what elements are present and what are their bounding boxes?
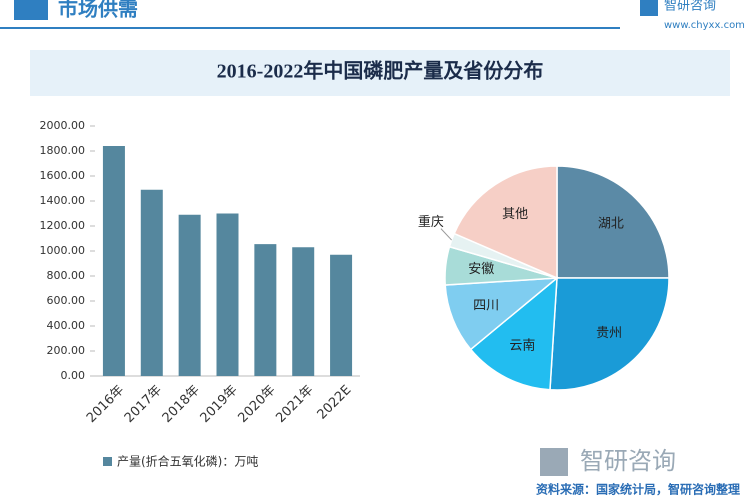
y-tick-label: 400.00 — [47, 319, 86, 332]
pie-slice — [453, 165, 558, 280]
y-tick-label: 1200.00 — [40, 219, 86, 232]
pie-label: 四川 — [473, 299, 499, 314]
pie-label: 云南 — [509, 337, 535, 353]
bar — [102, 146, 125, 376]
logo-icon — [640, 0, 658, 16]
legend-swatch — [103, 457, 112, 466]
source: 资料来源：国家统计局，智研咨询整理 — [536, 482, 740, 497]
bar — [330, 254, 353, 376]
pie-slice — [469, 276, 558, 391]
leader-line — [440, 228, 452, 241]
y-tick-label: 600.00 — [47, 294, 86, 307]
logo-text: 智研咨询 — [664, 0, 716, 14]
y-tick-label: 2000.00 — [40, 119, 86, 132]
chart-title: 2016-2022年中国磷肥产量及省份分布 — [217, 59, 544, 83]
y-tick-label: 1600.00 — [40, 169, 86, 182]
bar — [216, 213, 239, 376]
y-tick-label: 1400.00 — [40, 194, 86, 207]
y-tick-label: 1800.00 — [40, 144, 86, 157]
footer-logo-icon — [540, 448, 568, 476]
bar — [292, 247, 315, 376]
pie-label: 安徽 — [468, 262, 494, 277]
pie-label: 贵州 — [596, 326, 622, 341]
bar — [178, 214, 201, 376]
pie-label: 重庆 — [418, 214, 444, 230]
footer-logo: 智研咨询 — [580, 447, 676, 475]
pie-label: 其他 — [502, 207, 528, 222]
legend-label: 产量(折合五氧化磷)：万吨 — [117, 454, 258, 469]
bar — [140, 189, 163, 376]
y-tick-label: 800.00 — [47, 269, 86, 282]
pie-slice — [549, 277, 670, 391]
header-icon — [14, 0, 48, 20]
y-tick-label: 200.00 — [47, 344, 86, 357]
header-title: 市场供需 — [58, 0, 138, 21]
y-tick-label: 1000.00 — [40, 244, 86, 257]
pie-label: 湖北 — [598, 217, 624, 232]
y-tick-label: 0.00 — [61, 369, 86, 382]
logo-url: www.chyxx.com — [664, 20, 745, 31]
pie-slice — [556, 165, 670, 279]
bar — [254, 244, 277, 376]
title-band — [30, 50, 730, 96]
